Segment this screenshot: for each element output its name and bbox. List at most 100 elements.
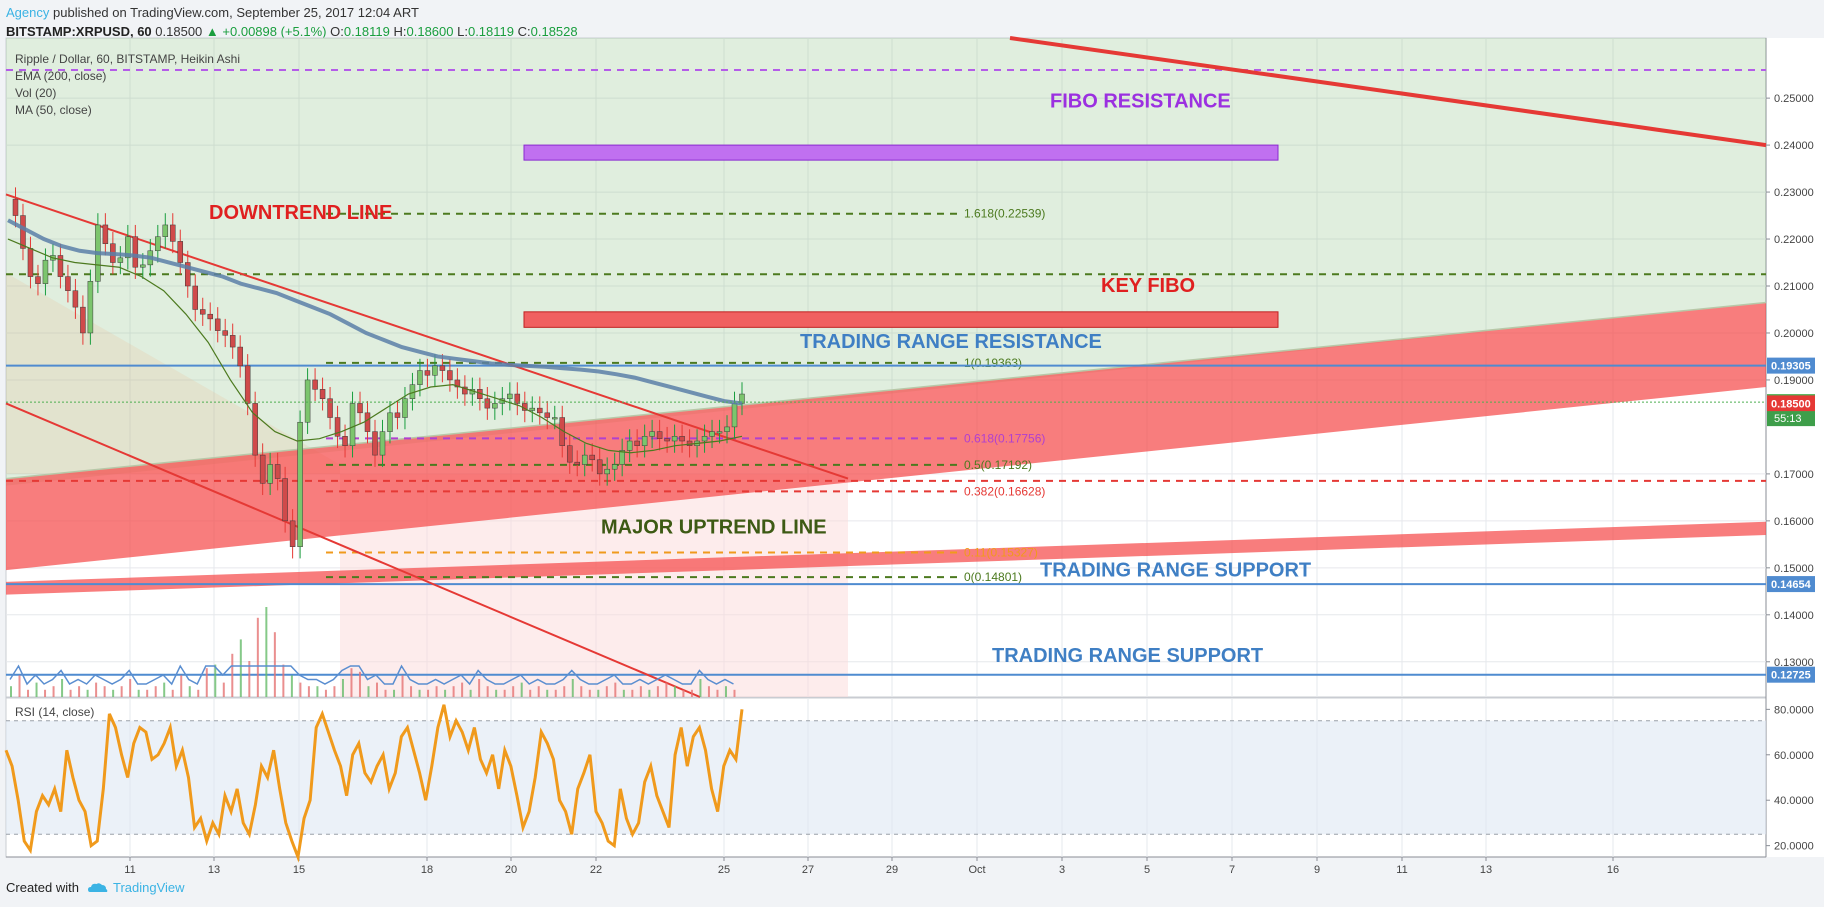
candle-body: [686, 440, 693, 446]
x-tick-label: 13: [208, 864, 220, 876]
candle-body: [282, 478, 288, 522]
volume-bar: [10, 686, 12, 697]
y-tick-label: 0.16000: [1774, 516, 1814, 528]
candle-body: [634, 440, 640, 446]
legend-ma[interactable]: MA (50, close): [15, 103, 92, 117]
price-tag-label: 0.19305: [1771, 361, 1811, 373]
rsi-tick-label: 80.0000: [1774, 704, 1814, 716]
candle-body: [439, 365, 446, 371]
volume-bar: [120, 686, 123, 697]
price-tag-bg: [1767, 666, 1815, 683]
high-value: 0.18600: [406, 24, 454, 39]
rsi-tick-label: 20.0000: [1774, 841, 1814, 853]
volume-bar: [324, 689, 327, 697]
y-tick-label: 0.14000: [1774, 610, 1814, 622]
candle-body: [185, 262, 191, 287]
candle-body: [619, 450, 625, 465]
y-tick-label: 0.25000: [1774, 93, 1814, 105]
volume-bar: [529, 689, 532, 697]
fib-level-label: 0.11(0.15327): [964, 545, 1038, 559]
volume-bar: [44, 689, 47, 697]
candle-body: [611, 464, 618, 470]
candle-body: [237, 346, 243, 367]
price-tag-bg: [1767, 357, 1815, 374]
low-label: L:: [457, 24, 468, 39]
candle-body: [679, 436, 685, 442]
y-tick-label: 0.17000: [1774, 469, 1814, 481]
legend-rsi[interactable]: RSI (14, close): [15, 705, 95, 719]
high-label: H:: [393, 24, 407, 39]
price-change: ▲ +0.00898 (+5.1%): [205, 24, 327, 39]
candle-body: [170, 224, 176, 242]
y-tick-label: 0.15000: [1774, 563, 1814, 575]
volume-bar: [724, 686, 727, 697]
candle-body: [72, 290, 79, 308]
candle-body: [327, 398, 333, 418]
x-tick-label: 13: [1480, 864, 1492, 876]
x-tick-label: 20: [505, 864, 517, 876]
volume-bar: [563, 686, 566, 697]
volume-bar: [435, 686, 438, 697]
volume-bar: [112, 689, 115, 697]
candle-body: [20, 215, 26, 249]
volume-bar: [299, 682, 302, 697]
candle-body: [274, 464, 281, 479]
downtrend-line: [5, 193, 849, 480]
chart-annotation: TRADING RANGE RESISTANCE: [800, 331, 1102, 353]
chart-annotation: TRADING RANGE SUPPORT: [1040, 559, 1311, 581]
volume-bar: [648, 689, 651, 697]
legend-title: Ripple / Dollar, 60, BITSTAMP, Heikin As…: [15, 52, 240, 66]
candle-body: [596, 459, 603, 475]
candle-body: [387, 412, 393, 432]
volume-bar: [384, 689, 387, 697]
candle-body: [701, 436, 708, 442]
volume-bar: [103, 686, 106, 697]
candle-body: [357, 403, 363, 414]
volume-bar: [376, 682, 378, 697]
volume-bar: [410, 686, 413, 697]
rsi-legend: RSI (14, close): [15, 704, 94, 721]
y-tick-label: 0.21000: [1774, 281, 1814, 293]
fib-level-label: 0(0.14801): [964, 570, 1022, 584]
tradingview-link[interactable]: TradingView: [87, 880, 185, 895]
candle-body: [259, 454, 266, 484]
chart-annotation: DOWNTREND LINE: [209, 202, 392, 224]
y-tick-label: 0.22000: [1774, 234, 1814, 246]
open-value: 0.18119: [343, 24, 390, 39]
y-tick-label: 0.13000: [1774, 657, 1814, 669]
volume-bar: [614, 682, 617, 697]
candle-body: [289, 520, 296, 547]
volume-bar: [86, 689, 89, 697]
author-link[interactable]: Agency: [6, 5, 50, 20]
candle-body: [192, 285, 198, 310]
legend-ema[interactable]: EMA (200, close): [15, 69, 107, 83]
rsi-line: [4, 704, 744, 863]
candle-body: [566, 445, 573, 463]
candle-body: [267, 464, 273, 484]
candle-body: [529, 407, 536, 411]
volume-bar: [333, 686, 336, 697]
ma-line: [7, 238, 743, 454]
x-tick-label: 11: [1396, 864, 1407, 876]
volume-bar: [239, 639, 242, 697]
volume-bar: [180, 675, 183, 697]
volume-bar: [205, 668, 208, 697]
candle-body: [394, 412, 401, 418]
candle-body: [671, 436, 678, 442]
price-legend: Ripple / Dollar, 60, BITSTAMP, Heikin As…: [15, 51, 240, 119]
candle-body: [514, 393, 521, 404]
volume-bar: [367, 686, 370, 697]
candle-body: [80, 306, 86, 334]
x-tick-label: 27: [802, 864, 814, 876]
candle-body: [229, 335, 236, 348]
legend-vol[interactable]: Vol (20): [15, 86, 57, 100]
x-tick-label: 11: [124, 864, 135, 876]
candle-body: [432, 365, 438, 376]
candle-body: [581, 454, 588, 465]
volume-bar: [461, 682, 464, 697]
chart-annotation: KEY FIBO: [1101, 275, 1195, 297]
volume-bar: [546, 689, 549, 697]
fib-level-label: 0.382(0.16628): [964, 484, 1045, 498]
x-tick-label: 16: [1607, 864, 1619, 876]
